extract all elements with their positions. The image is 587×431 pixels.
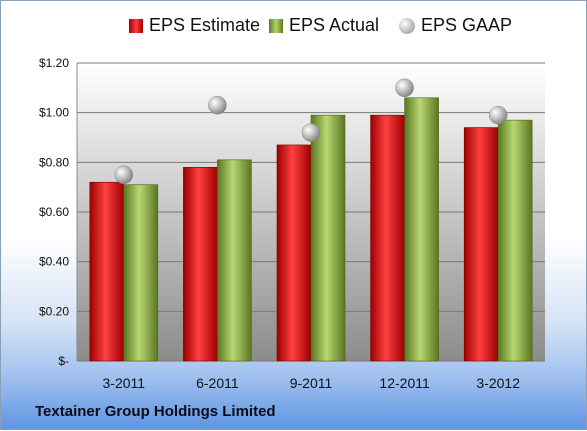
point-eps-gaap [114, 165, 134, 184]
legend-item-eps-gaap: EPS GAAP [399, 15, 512, 36]
y-tick-label: $0.80 [39, 155, 69, 169]
bar-eps-actual [123, 184, 159, 362]
y-tick-label: $- [58, 354, 69, 368]
point-eps-gaap [301, 123, 321, 142]
bar-eps-estimate [463, 127, 499, 362]
point-eps-gaap [208, 95, 227, 115]
legend-item-eps-estimate: EPS Estimate [129, 15, 260, 36]
bar-eps-actual [310, 114, 346, 362]
bar-eps-estimate [276, 144, 312, 362]
bar-eps-estimate [370, 114, 405, 362]
company-name: Textainer Group Holdings Limited [35, 403, 276, 420]
bar-eps-estimate [89, 181, 125, 362]
bar-eps-actual [497, 119, 533, 362]
y-tick-label: $1.20 [39, 56, 69, 70]
y-tick-label: $0.20 [39, 304, 69, 318]
y-tick-label: $0.60 [39, 205, 69, 219]
legend-label-estimate: EPS Estimate [149, 15, 261, 35]
legend: EPS Estimate EPS Actual EPS GAAP [1, 15, 587, 45]
x-tick-label: 12-2011 [379, 375, 430, 391]
point-eps-gaap [488, 105, 508, 125]
point-eps-gaap [395, 78, 414, 98]
legend-label-actual: EPS Actual [289, 15, 380, 35]
legend-swatch-estimate [129, 18, 143, 33]
y-tick-label: $1.00 [39, 106, 69, 120]
legend-swatch-gaap [399, 17, 415, 34]
legend-item-eps-actual: EPS Actual [269, 15, 379, 36]
y-tick-label: $0.40 [39, 255, 69, 269]
x-tick-label: 3-2011 [103, 375, 146, 391]
bar-eps-estimate [183, 167, 218, 362]
bar-eps-actual [217, 159, 252, 362]
x-tick-label: 6-2011 [196, 375, 239, 391]
bar-eps-actual [404, 97, 439, 362]
legend-label-gaap: EPS GAAP [421, 15, 513, 35]
x-tick-label: 9-2011 [290, 375, 333, 391]
legend-swatch-actual [269, 18, 283, 33]
x-tick-label: 3-2012 [476, 375, 520, 391]
